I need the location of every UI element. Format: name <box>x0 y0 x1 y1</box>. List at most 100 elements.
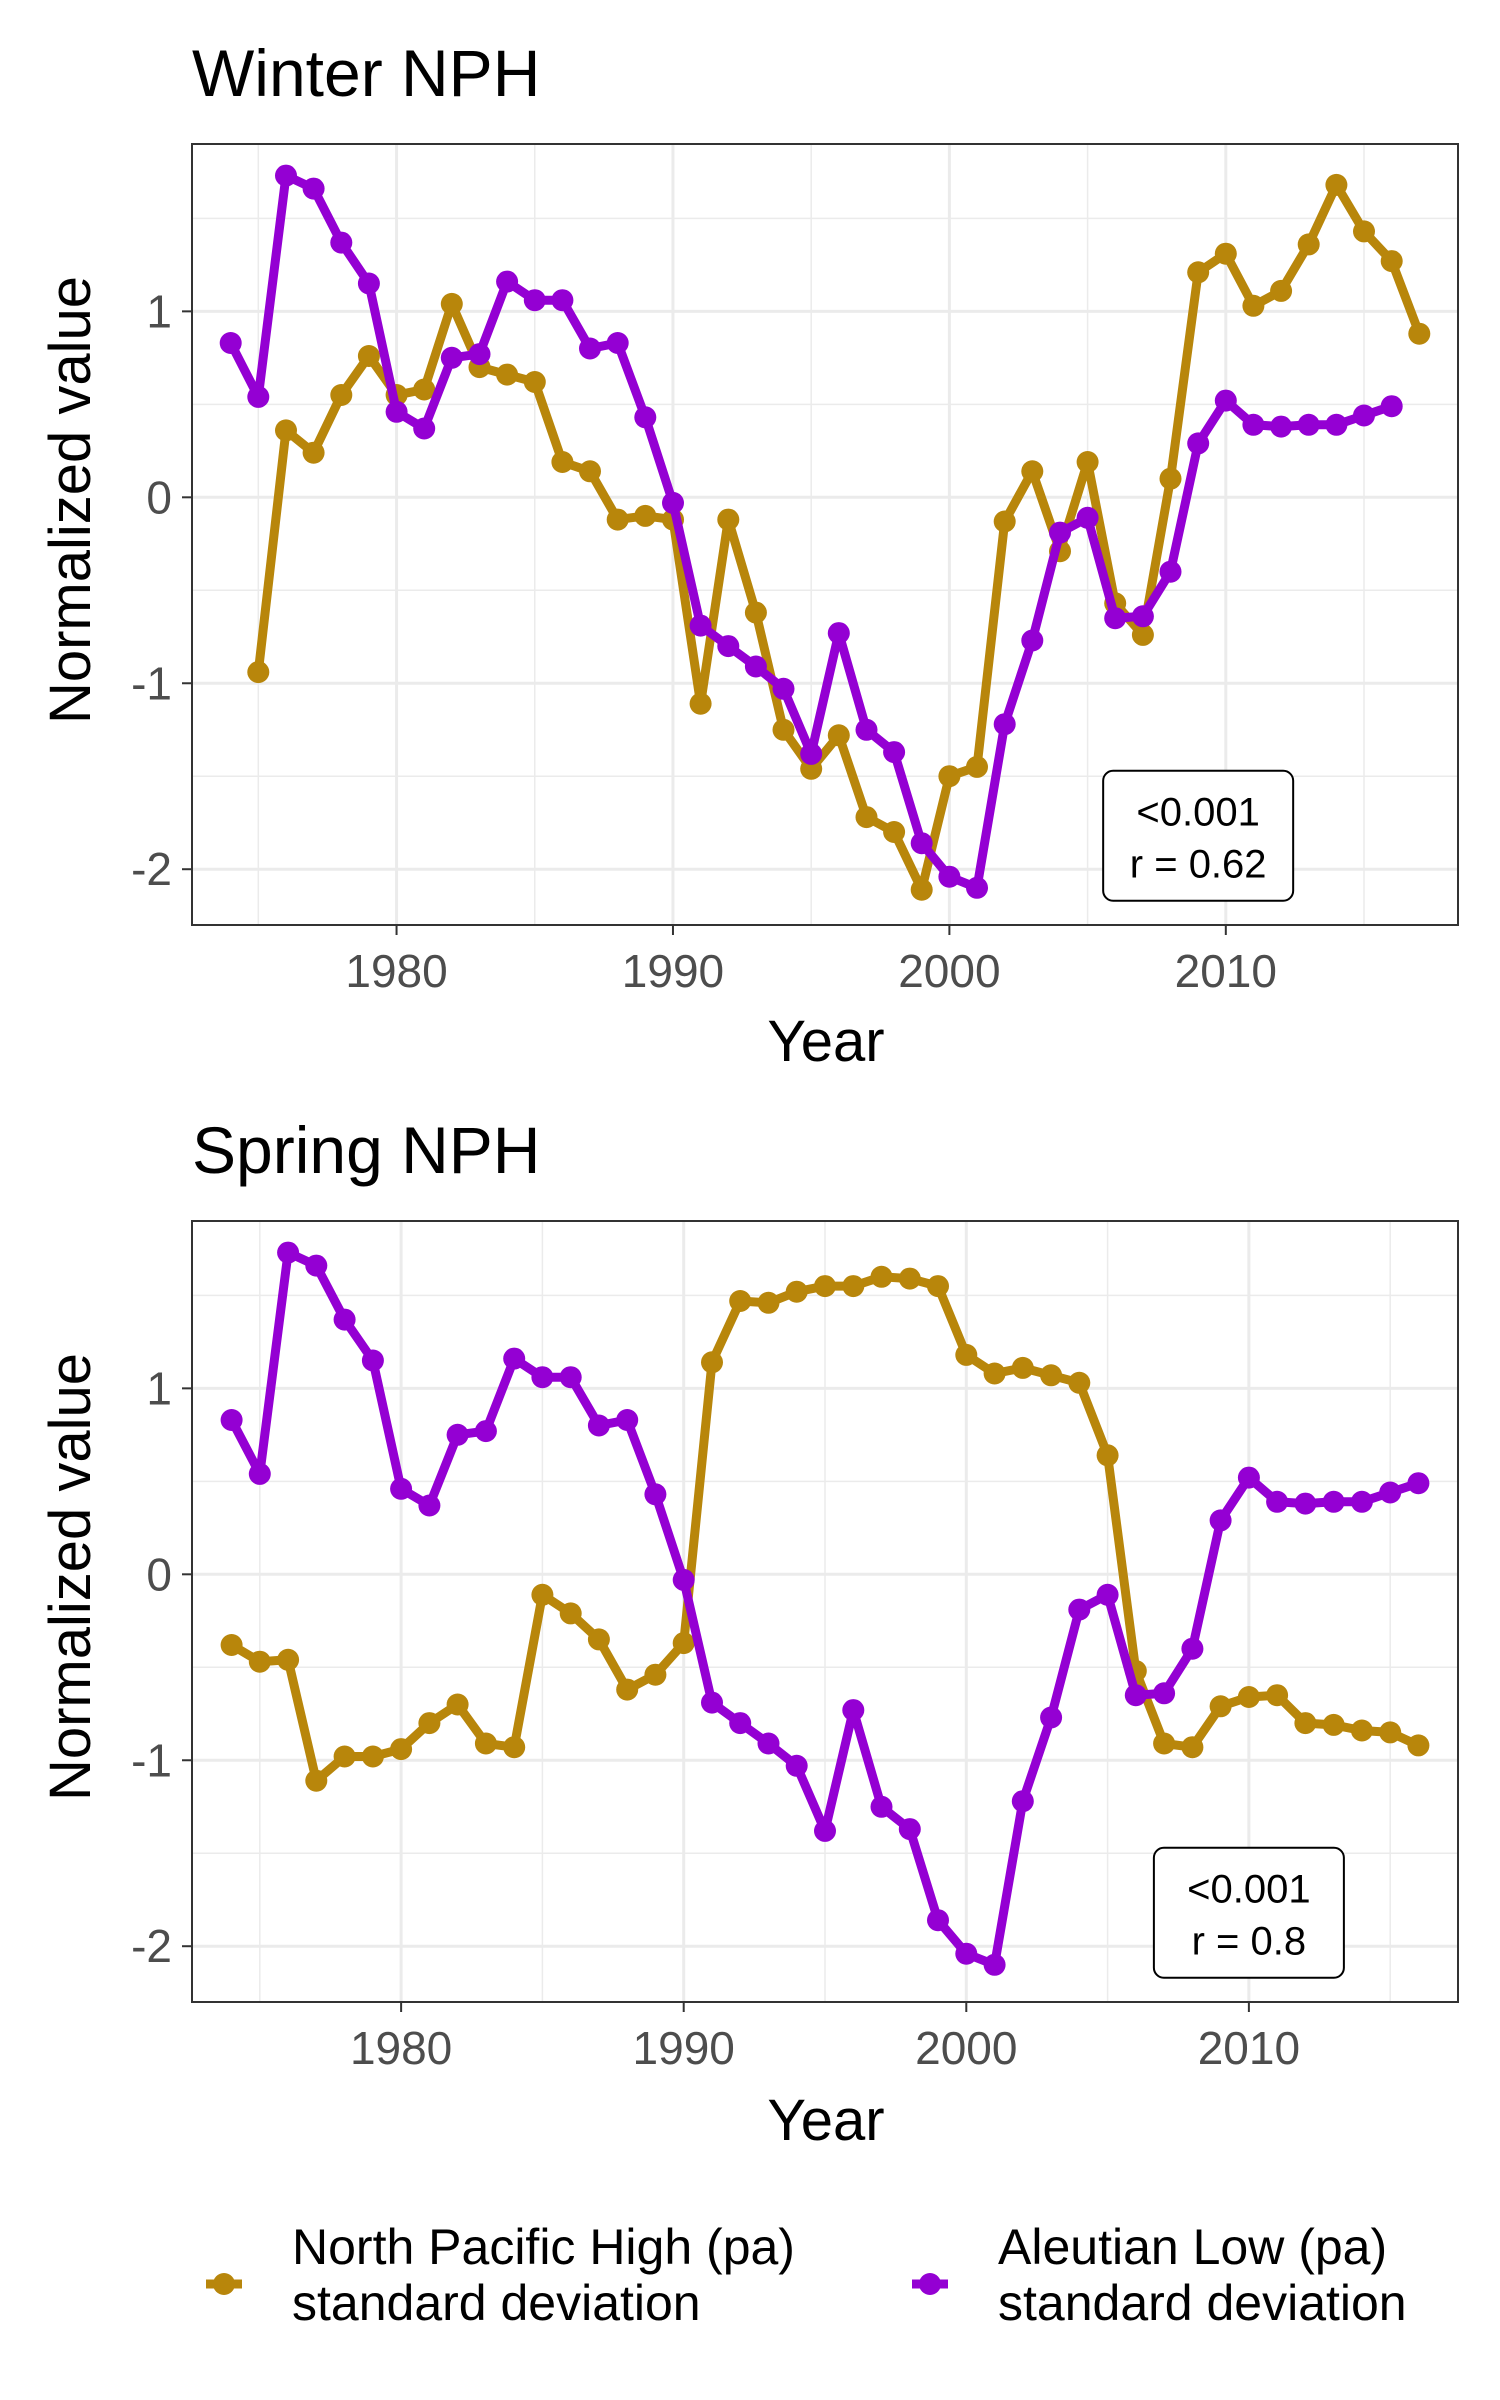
spring-nph-point <box>814 1275 836 1298</box>
spring-nph-point <box>1040 1364 1063 1387</box>
spring-x-tick-label: 1980 <box>350 2022 452 2074</box>
winter-al-point <box>1159 560 1182 583</box>
winter-x-tick-label: 1980 <box>345 945 447 997</box>
winter-nph-point <box>1242 294 1265 317</box>
spring-panel-border <box>191 1220 1459 2003</box>
winter-nph-point <box>1076 451 1099 473</box>
spring-al-point <box>1068 1598 1091 1621</box>
spring-x-tick-label: 1990 <box>633 2022 735 2074</box>
winter-nph-point <box>717 508 740 531</box>
legend-al-label-line2: standard deviation <box>998 2275 1407 2331</box>
spring-al-point <box>1407 1472 1430 1495</box>
winter-nph-point <box>1131 623 1154 646</box>
spring-al-point <box>1379 1481 1402 1504</box>
winter-al-point <box>219 332 242 354</box>
winter-nph-point <box>275 419 297 442</box>
spring-al-point <box>672 1568 695 1591</box>
winter-nph-point <box>1159 467 1182 490</box>
winter-al-point <box>662 491 684 514</box>
winter-nph-point <box>579 460 601 483</box>
legend-al-label-line1: Aleutian Low (pa) <box>998 2219 1387 2275</box>
spring-al-point <box>446 1423 469 1446</box>
spring-nph-point <box>1379 1721 1402 1744</box>
winter-al-point <box>1076 506 1099 529</box>
spring-y-tick-label: -1 <box>131 1734 172 1786</box>
spring-nph-point <box>1096 1444 1119 1467</box>
spring-nph-point <box>361 1745 384 1768</box>
spring-nph-point <box>983 1362 1006 1385</box>
winter-nph-point <box>330 384 353 406</box>
spring-al-point <box>842 1699 865 1722</box>
winter-nph-point <box>413 378 436 401</box>
winter-al-point <box>357 272 380 295</box>
winter-al-point <box>247 385 270 408</box>
winter-x-tick-label: 1990 <box>622 945 724 997</box>
spring-al-point <box>1266 1490 1289 1513</box>
winter-annotation-box <box>1102 769 1295 902</box>
spring-al-point <box>616 1409 639 1431</box>
winter-y-tick-label: -2 <box>131 843 172 895</box>
spring-nph-point <box>870 1265 893 1288</box>
winter-nph-point <box>1353 220 1375 243</box>
spring-al-point <box>220 1409 243 1431</box>
spring-annotation-box <box>1152 1846 1345 1979</box>
winter-nph-point <box>993 510 1016 533</box>
spring-al-point <box>870 1795 893 1818</box>
winter-nph-point <box>1187 261 1210 284</box>
winter-al-point <box>413 417 436 440</box>
spring-nph-point <box>1209 1695 1232 1718</box>
winter-plot-area: <0.001 r = 0.62 1980 1990 2000 2010 -2 -1 0 1 <box>131 143 1459 997</box>
winter-ylabel: Normalized value <box>38 276 103 724</box>
spring-nph-point <box>644 1663 667 1686</box>
spring-al-point <box>248 1462 271 1485</box>
winter-al-point <box>275 164 297 187</box>
spring-al-point <box>1294 1492 1317 1515</box>
winter-al-point <box>523 289 546 312</box>
spring-al-point <box>1322 1490 1345 1513</box>
winter-al-point <box>938 865 961 888</box>
winter-nph-point <box>302 441 325 464</box>
winter-nph-point <box>827 724 850 747</box>
spring-al-point <box>814 1819 836 1842</box>
winter-al-point <box>689 614 712 637</box>
winter-xlabel: Year <box>767 1009 884 1074</box>
winter-nph-point <box>772 718 795 741</box>
winter-al-point <box>1104 607 1127 630</box>
winter-al-point <box>855 718 878 741</box>
winter-al-point <box>551 289 574 312</box>
spring-y-tick-label: 0 <box>146 1548 172 1600</box>
spring-nph-point <box>1322 1713 1345 1736</box>
spring-nph-point <box>1153 1732 1176 1755</box>
winter-al-point <box>634 406 657 429</box>
spring-al-point <box>1350 1490 1373 1513</box>
spring-al-point <box>333 1308 356 1331</box>
spring-x-tick-label: 2010 <box>1198 2022 1300 2074</box>
spring-al-point <box>1209 1509 1232 1532</box>
winter-al-point <box>1325 413 1348 436</box>
winter-al-point <box>1270 415 1293 438</box>
winter-nph-point <box>496 363 519 386</box>
spring-nph-point <box>701 1351 723 1374</box>
spring-al-point <box>644 1483 667 1506</box>
spring-al-point <box>729 1712 752 1735</box>
winter-nph-point <box>1270 279 1293 302</box>
spring-nph-point <box>729 1290 752 1312</box>
spring-nph-point <box>1350 1719 1373 1742</box>
winter-nph-point <box>247 661 270 684</box>
spring-nph-point <box>305 1769 328 1792</box>
winter-nph-point <box>1021 460 1044 483</box>
spring-al-point <box>503 1347 526 1370</box>
winter-al-point <box>385 400 408 423</box>
spring-al-point <box>418 1494 441 1517</box>
winter-nph-point <box>883 821 906 843</box>
winter-nph-point <box>523 371 546 393</box>
spring-al-point <box>559 1366 582 1389</box>
spring-al-point <box>701 1691 723 1714</box>
legend-al-point <box>919 2273 941 2295</box>
winter-al-point <box>1297 413 1320 436</box>
winter-title: Winter NPH <box>192 36 540 110</box>
spring-nph-point <box>531 1583 554 1606</box>
winter-al-point <box>772 677 795 700</box>
winter-panel-border <box>191 143 1459 926</box>
spring-nph-point <box>333 1745 356 1768</box>
